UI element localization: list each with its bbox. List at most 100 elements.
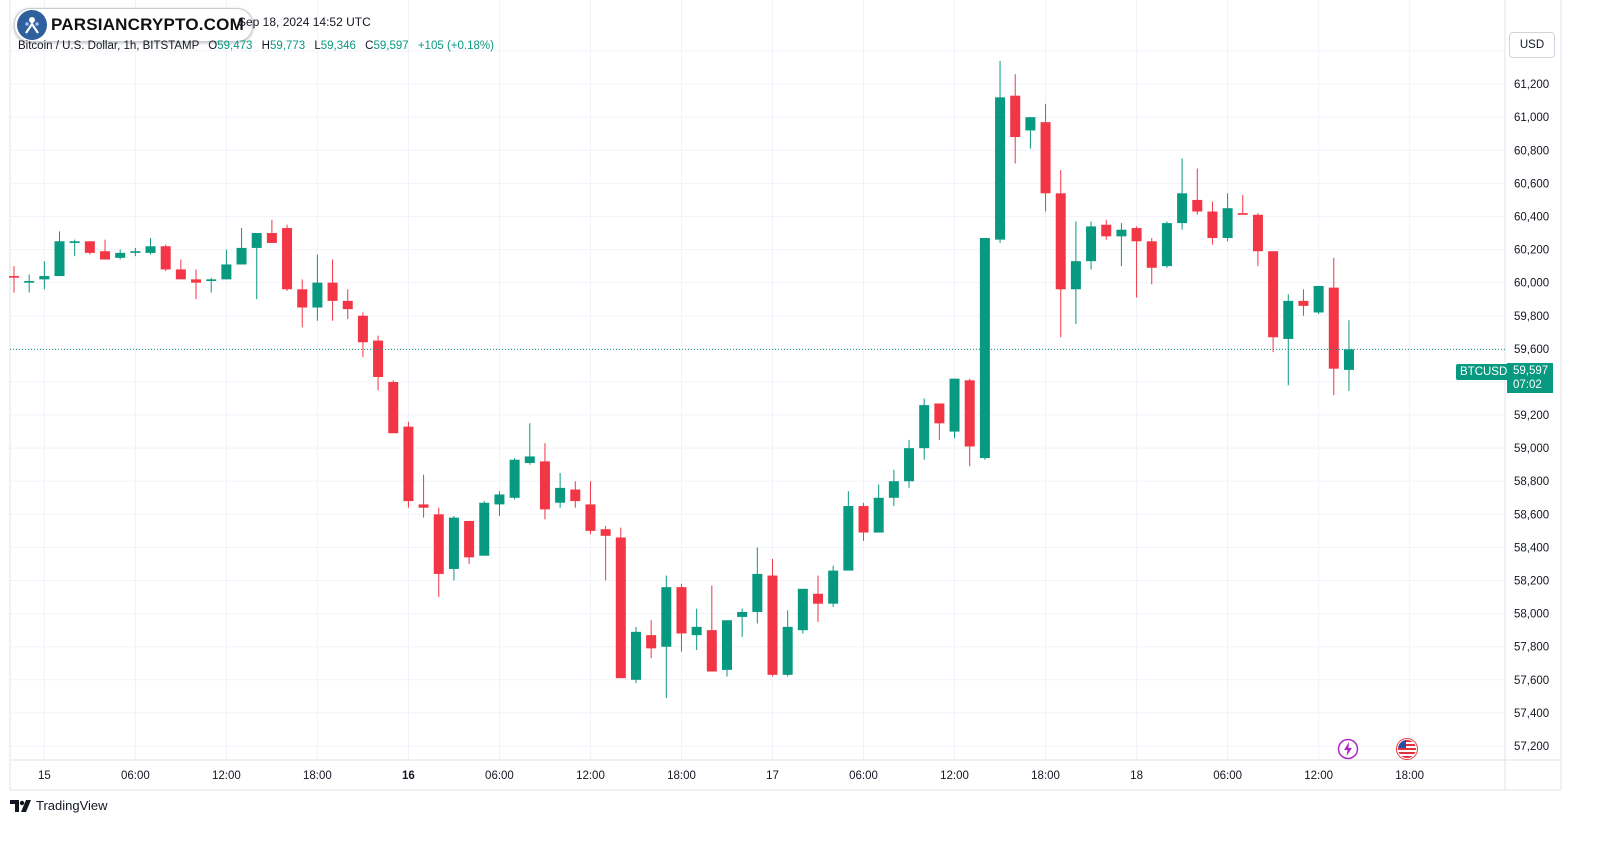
price-axis[interactable]: 57,200 57,400 57,600 57,800 58,000 58,200 58,4… bbox=[1514, 46, 1549, 753]
candle bbox=[1131, 226, 1142, 298]
candle bbox=[373, 335, 384, 391]
candle bbox=[1207, 201, 1218, 245]
candle-body bbox=[797, 588, 808, 631]
candle bbox=[464, 520, 475, 564]
candle-body bbox=[9, 276, 19, 278]
candle bbox=[1101, 219, 1112, 240]
candle-body bbox=[100, 251, 111, 260]
candle-body bbox=[843, 506, 854, 571]
candle bbox=[1343, 320, 1354, 391]
candle-body bbox=[1237, 213, 1248, 215]
tradingview-brand[interactable]: TradingView bbox=[10, 798, 108, 813]
candle bbox=[904, 439, 915, 488]
candle-body bbox=[266, 233, 277, 243]
candle bbox=[130, 247, 141, 257]
price-tick-label: 60,600 bbox=[1514, 178, 1549, 190]
candle-body bbox=[858, 506, 869, 533]
candle-body bbox=[1252, 214, 1263, 252]
time-tick-label: 12:00 bbox=[940, 770, 969, 782]
time-tick-label: 18:00 bbox=[667, 770, 696, 782]
time-tick-label: 06:00 bbox=[121, 770, 150, 782]
candle-body bbox=[600, 529, 611, 536]
candle bbox=[752, 547, 763, 624]
candle-body bbox=[357, 315, 368, 343]
candle bbox=[1055, 170, 1066, 338]
candle-body bbox=[84, 241, 95, 253]
candle bbox=[39, 261, 50, 290]
candle-body bbox=[1131, 228, 1142, 242]
candle-body bbox=[206, 279, 217, 282]
lightning-icon[interactable] bbox=[1337, 738, 1359, 760]
candles-layer bbox=[9, 60, 1354, 699]
price-tick-label: 60,200 bbox=[1514, 245, 1549, 257]
watermark-text: PARSIANCRYPTO.COM bbox=[51, 15, 244, 34]
last-price-value: 59,597 bbox=[1513, 365, 1549, 377]
candle-body bbox=[297, 289, 308, 308]
published-date: Sep 18, 2024 14:52 UTC bbox=[238, 15, 371, 29]
candle bbox=[1177, 158, 1188, 230]
candle-body bbox=[191, 279, 202, 283]
candle-body bbox=[1207, 211, 1218, 238]
candle bbox=[813, 575, 824, 622]
candle-body bbox=[813, 593, 824, 604]
watermark-logo-icon bbox=[17, 10, 47, 40]
candle-body bbox=[1192, 199, 1203, 212]
time-tick-label: 06:00 bbox=[485, 770, 514, 782]
candle-body bbox=[646, 635, 657, 649]
candle bbox=[888, 469, 899, 507]
candle bbox=[737, 608, 748, 637]
candle-body bbox=[160, 246, 171, 270]
currency-button[interactable]: USD bbox=[1509, 32, 1555, 58]
candle-body bbox=[403, 426, 414, 502]
close-label: C bbox=[365, 40, 374, 52]
us-flag-icon[interactable] bbox=[1396, 738, 1418, 760]
tradingview-text: TradingView bbox=[36, 798, 108, 813]
candle bbox=[388, 380, 399, 434]
candle-body bbox=[448, 517, 459, 569]
candle-body bbox=[661, 587, 672, 647]
candle-body bbox=[1328, 287, 1339, 369]
candle-body bbox=[524, 456, 535, 464]
candle-body bbox=[767, 575, 778, 675]
time-axis[interactable]: 15 06:00 12:00 18:00 16 06:00 12:00 18:00 17 06:0… bbox=[38, 770, 1424, 782]
candle-body bbox=[145, 246, 156, 253]
tradingview-logo-icon bbox=[10, 799, 31, 812]
candle bbox=[646, 620, 657, 659]
candle bbox=[843, 491, 854, 571]
candle-body bbox=[509, 459, 520, 498]
candle bbox=[1161, 221, 1172, 268]
symbol-description[interactable]: Bitcoin / U.S. Dollar, 1h, BITSTAMP bbox=[18, 40, 200, 52]
time-tick-label: 18 bbox=[1130, 770, 1143, 782]
candle bbox=[676, 583, 687, 652]
candle bbox=[782, 610, 793, 677]
price-tick-label: 60,400 bbox=[1514, 211, 1549, 223]
candle bbox=[600, 525, 611, 581]
time-tick-label: 12:00 bbox=[1304, 770, 1333, 782]
candle bbox=[1283, 294, 1294, 386]
candle-body bbox=[433, 514, 444, 574]
candle bbox=[54, 231, 65, 277]
candle bbox=[403, 421, 414, 508]
price-tick-label: 57,200 bbox=[1514, 741, 1549, 753]
candle bbox=[979, 237, 990, 460]
candle bbox=[9, 266, 19, 293]
candle bbox=[24, 274, 35, 293]
candle bbox=[479, 501, 490, 556]
candle bbox=[494, 491, 505, 516]
candle-body bbox=[1298, 300, 1309, 306]
candle-body bbox=[782, 626, 793, 675]
candle-body bbox=[39, 276, 50, 280]
candle bbox=[615, 527, 626, 679]
candle-body bbox=[327, 282, 338, 301]
candle bbox=[191, 269, 202, 300]
time-tick-label: 18:00 bbox=[1395, 770, 1424, 782]
candle-body bbox=[175, 269, 186, 280]
candle-body bbox=[904, 448, 915, 482]
symbol-legend[interactable]: Bitcoin / U.S. Dollar, 1h, BITSTAMP O59,… bbox=[18, 40, 494, 52]
candle bbox=[1116, 223, 1127, 267]
candle-body bbox=[1010, 95, 1021, 138]
candle-body bbox=[373, 340, 384, 377]
time-tick-label: 06:00 bbox=[1213, 770, 1242, 782]
candle bbox=[1328, 257, 1339, 396]
